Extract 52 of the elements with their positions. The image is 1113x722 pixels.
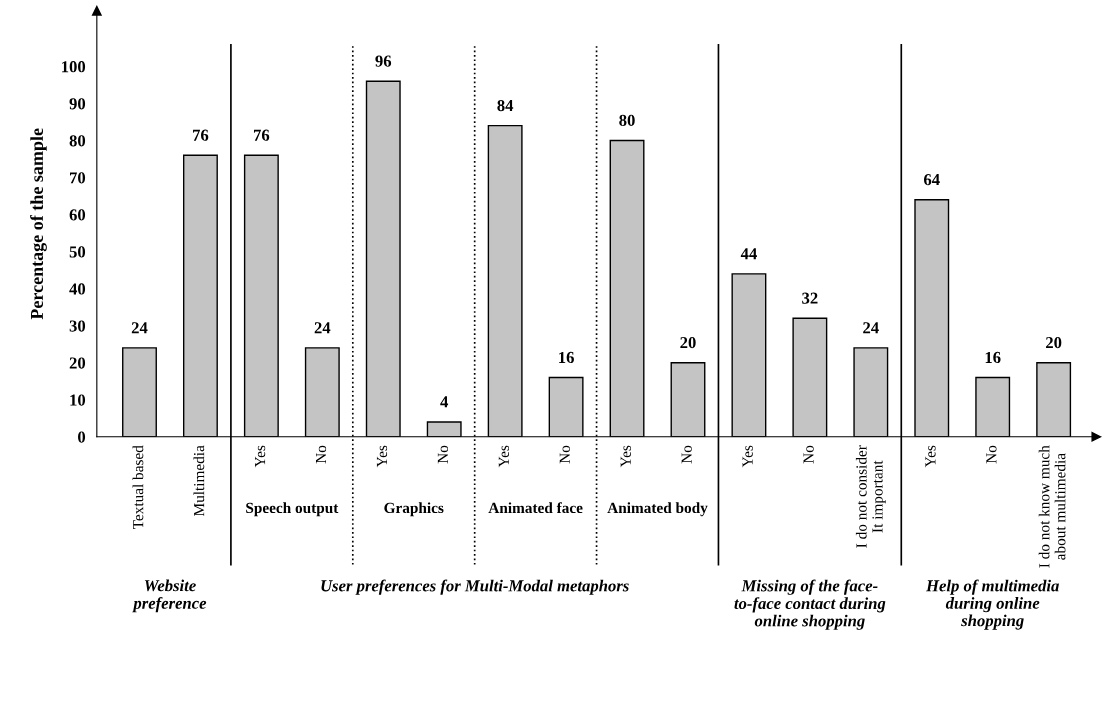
data-label: 96	[375, 55, 392, 67]
data-label: 24	[863, 322, 879, 334]
x-tick-label: I do not consider It important	[855, 445, 886, 548]
x-tick-label: Textual based	[132, 445, 144, 530]
x-tick-label: No	[315, 445, 327, 464]
x-tick-label: Yes	[376, 445, 388, 468]
data-label: 84	[497, 99, 514, 112]
y-tick-label: 40	[69, 283, 86, 295]
text: Graphics	[384, 502, 444, 517]
data-label: 16	[559, 351, 574, 364]
data-label: 4	[440, 396, 449, 408]
y-tick-label: 80	[69, 135, 86, 147]
y-tick-label: 10	[70, 394, 86, 406]
y-axis-title: Percentage of the sample	[30, 128, 47, 320]
data-label: 64	[923, 174, 940, 186]
x-tick-label: Yes	[498, 445, 509, 468]
y-tick-label: 90	[69, 98, 86, 110]
data-label: 20	[1046, 336, 1062, 349]
text: Animated face	[488, 502, 583, 514]
text: Animated body	[607, 502, 708, 517]
data-label: 16	[985, 351, 1001, 364]
y-tick-label: 30	[69, 320, 86, 332]
x-tick-label: Yes	[742, 445, 753, 468]
x-tick-label: No	[437, 445, 449, 464]
data-label: 32	[802, 292, 818, 304]
data-label: 20	[680, 336, 696, 349]
text: Missing of the face- to-face contact during online shopping	[734, 579, 886, 630]
y-tick-label: 20	[69, 357, 86, 369]
x-tick-label: Yes	[925, 445, 936, 468]
y-tick-label: 100	[62, 61, 86, 73]
text: Speech output	[246, 502, 339, 517]
y-tick-label: 70	[70, 172, 86, 184]
x-tick-label: I do not know much about multimedia	[1038, 445, 1066, 568]
text: Website preference	[132, 579, 207, 613]
y-tick-label: 0	[78, 431, 86, 443]
x-tick-label: No	[681, 445, 692, 464]
data-label: 76	[193, 129, 209, 141]
y-tick-label: 60	[69, 209, 86, 221]
data-label: 24	[131, 322, 148, 334]
data-label: 76	[254, 129, 270, 141]
x-tick-label: Yes	[255, 445, 266, 468]
y-tick-label: 50	[69, 246, 86, 258]
data-label: 80	[619, 114, 635, 126]
x-tick-label: Multimedia	[193, 445, 205, 516]
data-label: 44	[740, 248, 757, 260]
x-tick-label: Yes	[620, 445, 631, 468]
x-tick-label: No	[559, 445, 570, 464]
data-label: 24	[314, 322, 331, 334]
x-tick-label: No	[803, 445, 814, 464]
text: User preferences for Multi-Modal metaphors	[321, 579, 629, 595]
x-tick-label: No	[986, 445, 997, 464]
text: Help of multimedia during online shopping	[925, 579, 1059, 630]
